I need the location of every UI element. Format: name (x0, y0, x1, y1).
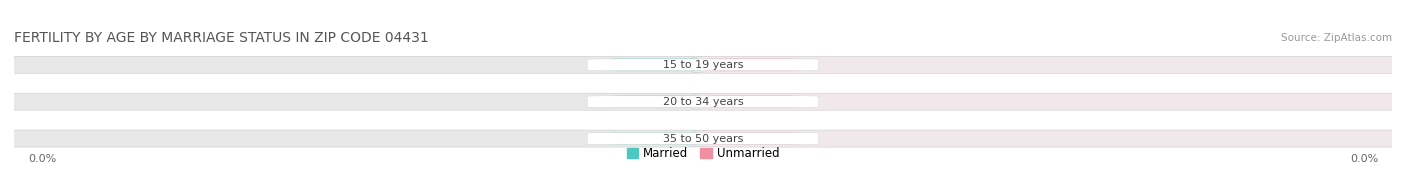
Text: 20 to 34 years: 20 to 34 years (662, 97, 744, 107)
Text: 0.0%: 0.0% (737, 60, 766, 70)
Text: Source: ZipAtlas.com: Source: ZipAtlas.com (1281, 33, 1392, 43)
Text: 0.0%: 0.0% (640, 97, 669, 107)
FancyBboxPatch shape (693, 130, 1406, 147)
Text: 15 to 19 years: 15 to 19 years (662, 60, 744, 70)
FancyBboxPatch shape (0, 130, 713, 147)
FancyBboxPatch shape (588, 133, 818, 144)
Text: 0.0%: 0.0% (737, 97, 766, 107)
FancyBboxPatch shape (588, 59, 818, 71)
FancyBboxPatch shape (610, 132, 700, 145)
FancyBboxPatch shape (706, 58, 796, 71)
FancyBboxPatch shape (588, 96, 818, 108)
Text: 35 to 50 years: 35 to 50 years (662, 134, 744, 144)
FancyBboxPatch shape (706, 132, 796, 145)
Text: 0.0%: 0.0% (1350, 154, 1378, 164)
Text: 0.0%: 0.0% (640, 60, 669, 70)
FancyBboxPatch shape (693, 93, 1406, 110)
FancyBboxPatch shape (610, 58, 700, 71)
FancyBboxPatch shape (0, 56, 713, 73)
FancyBboxPatch shape (610, 95, 700, 108)
Text: 0.0%: 0.0% (640, 134, 669, 144)
Text: FERTILITY BY AGE BY MARRIAGE STATUS IN ZIP CODE 04431: FERTILITY BY AGE BY MARRIAGE STATUS IN Z… (14, 31, 429, 45)
FancyBboxPatch shape (706, 95, 796, 108)
FancyBboxPatch shape (0, 93, 713, 110)
FancyBboxPatch shape (693, 56, 1406, 73)
Text: 0.0%: 0.0% (737, 134, 766, 144)
Text: 0.0%: 0.0% (28, 154, 56, 164)
Legend: Married, Unmarried: Married, Unmarried (627, 147, 779, 160)
